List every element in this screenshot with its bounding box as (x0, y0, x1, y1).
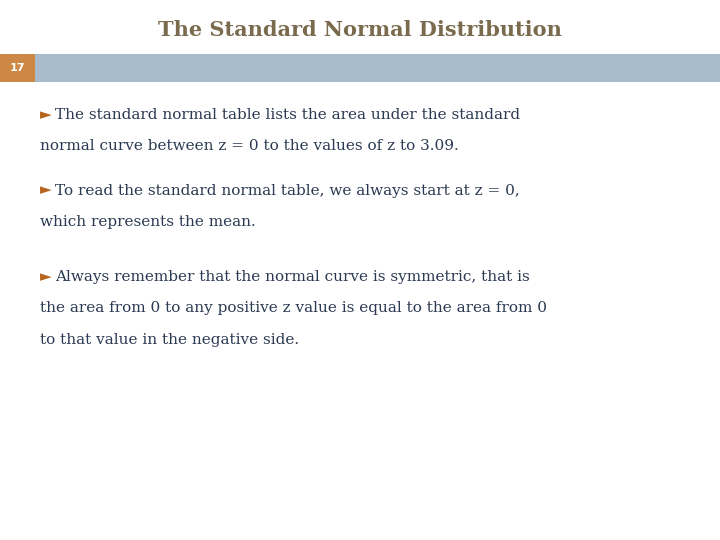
Text: normal curve between z = 0 to the values of z to 3.09.: normal curve between z = 0 to the values… (40, 139, 459, 153)
Text: to that value in the negative side.: to that value in the negative side. (40, 333, 299, 347)
Text: ►: ► (40, 108, 51, 122)
Text: To read the standard normal table, we always start at z = 0,: To read the standard normal table, we al… (55, 184, 519, 198)
Text: the area from 0 to any positive z value is equal to the area from 0: the area from 0 to any positive z value … (40, 301, 546, 315)
Text: which represents the mean.: which represents the mean. (40, 215, 256, 229)
Text: The standard normal table lists the area under the standard: The standard normal table lists the area… (55, 108, 520, 122)
Text: The Standard Normal Distribution: The Standard Normal Distribution (158, 19, 562, 40)
Text: Always remember that the normal curve is symmetric, that is: Always remember that the normal curve is… (55, 270, 529, 284)
Text: ►: ► (40, 184, 51, 198)
Text: ►: ► (40, 270, 51, 284)
Text: 17: 17 (9, 63, 25, 73)
